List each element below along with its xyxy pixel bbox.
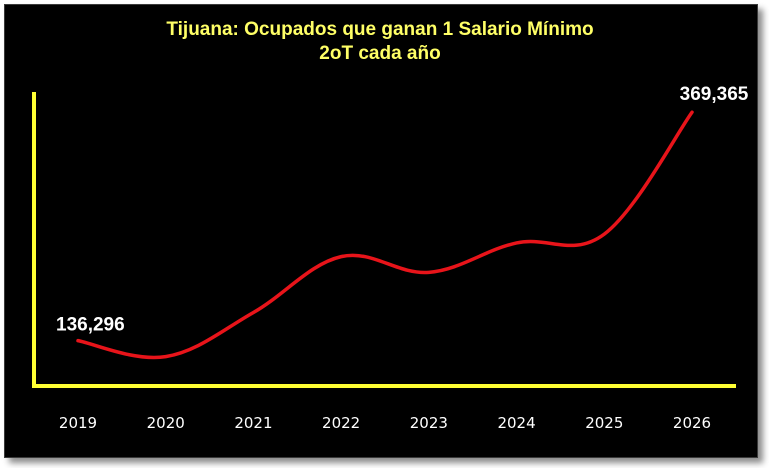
x-tick-label: 2020 — [147, 414, 185, 432]
x-tick-labels: 2019 2020 2021 2022 2023 2024 2025 2026 — [59, 414, 711, 432]
x-tick-label: 2023 — [410, 414, 448, 432]
x-tick-label: 2019 — [59, 414, 97, 432]
data-label: 136,296 — [56, 315, 125, 336]
x-tick-label: 2025 — [585, 414, 623, 432]
chart-series — [76, 110, 694, 360]
chart-frame — [4, 4, 758, 458]
chart-axes — [32, 92, 736, 388]
data-label: 369,365 — [680, 84, 749, 105]
chart-title-block: Tijuana: Ocupados que ganan 1 Salario Mí… — [0, 18, 760, 66]
x-tick-label: 2022 — [322, 414, 360, 432]
series-line — [76, 110, 694, 360]
x-tick-label: 2026 — [673, 414, 711, 432]
chart-subtitle: 2oT cada año — [319, 43, 441, 64]
x-tick-label: 2021 — [234, 414, 272, 432]
chart-title: Tijuana: Ocupados que ganan 1 Salario Mí… — [166, 19, 594, 40]
x-tick-label: 2024 — [497, 414, 535, 432]
data-labels: 136,296 369,365 — [56, 84, 749, 335]
